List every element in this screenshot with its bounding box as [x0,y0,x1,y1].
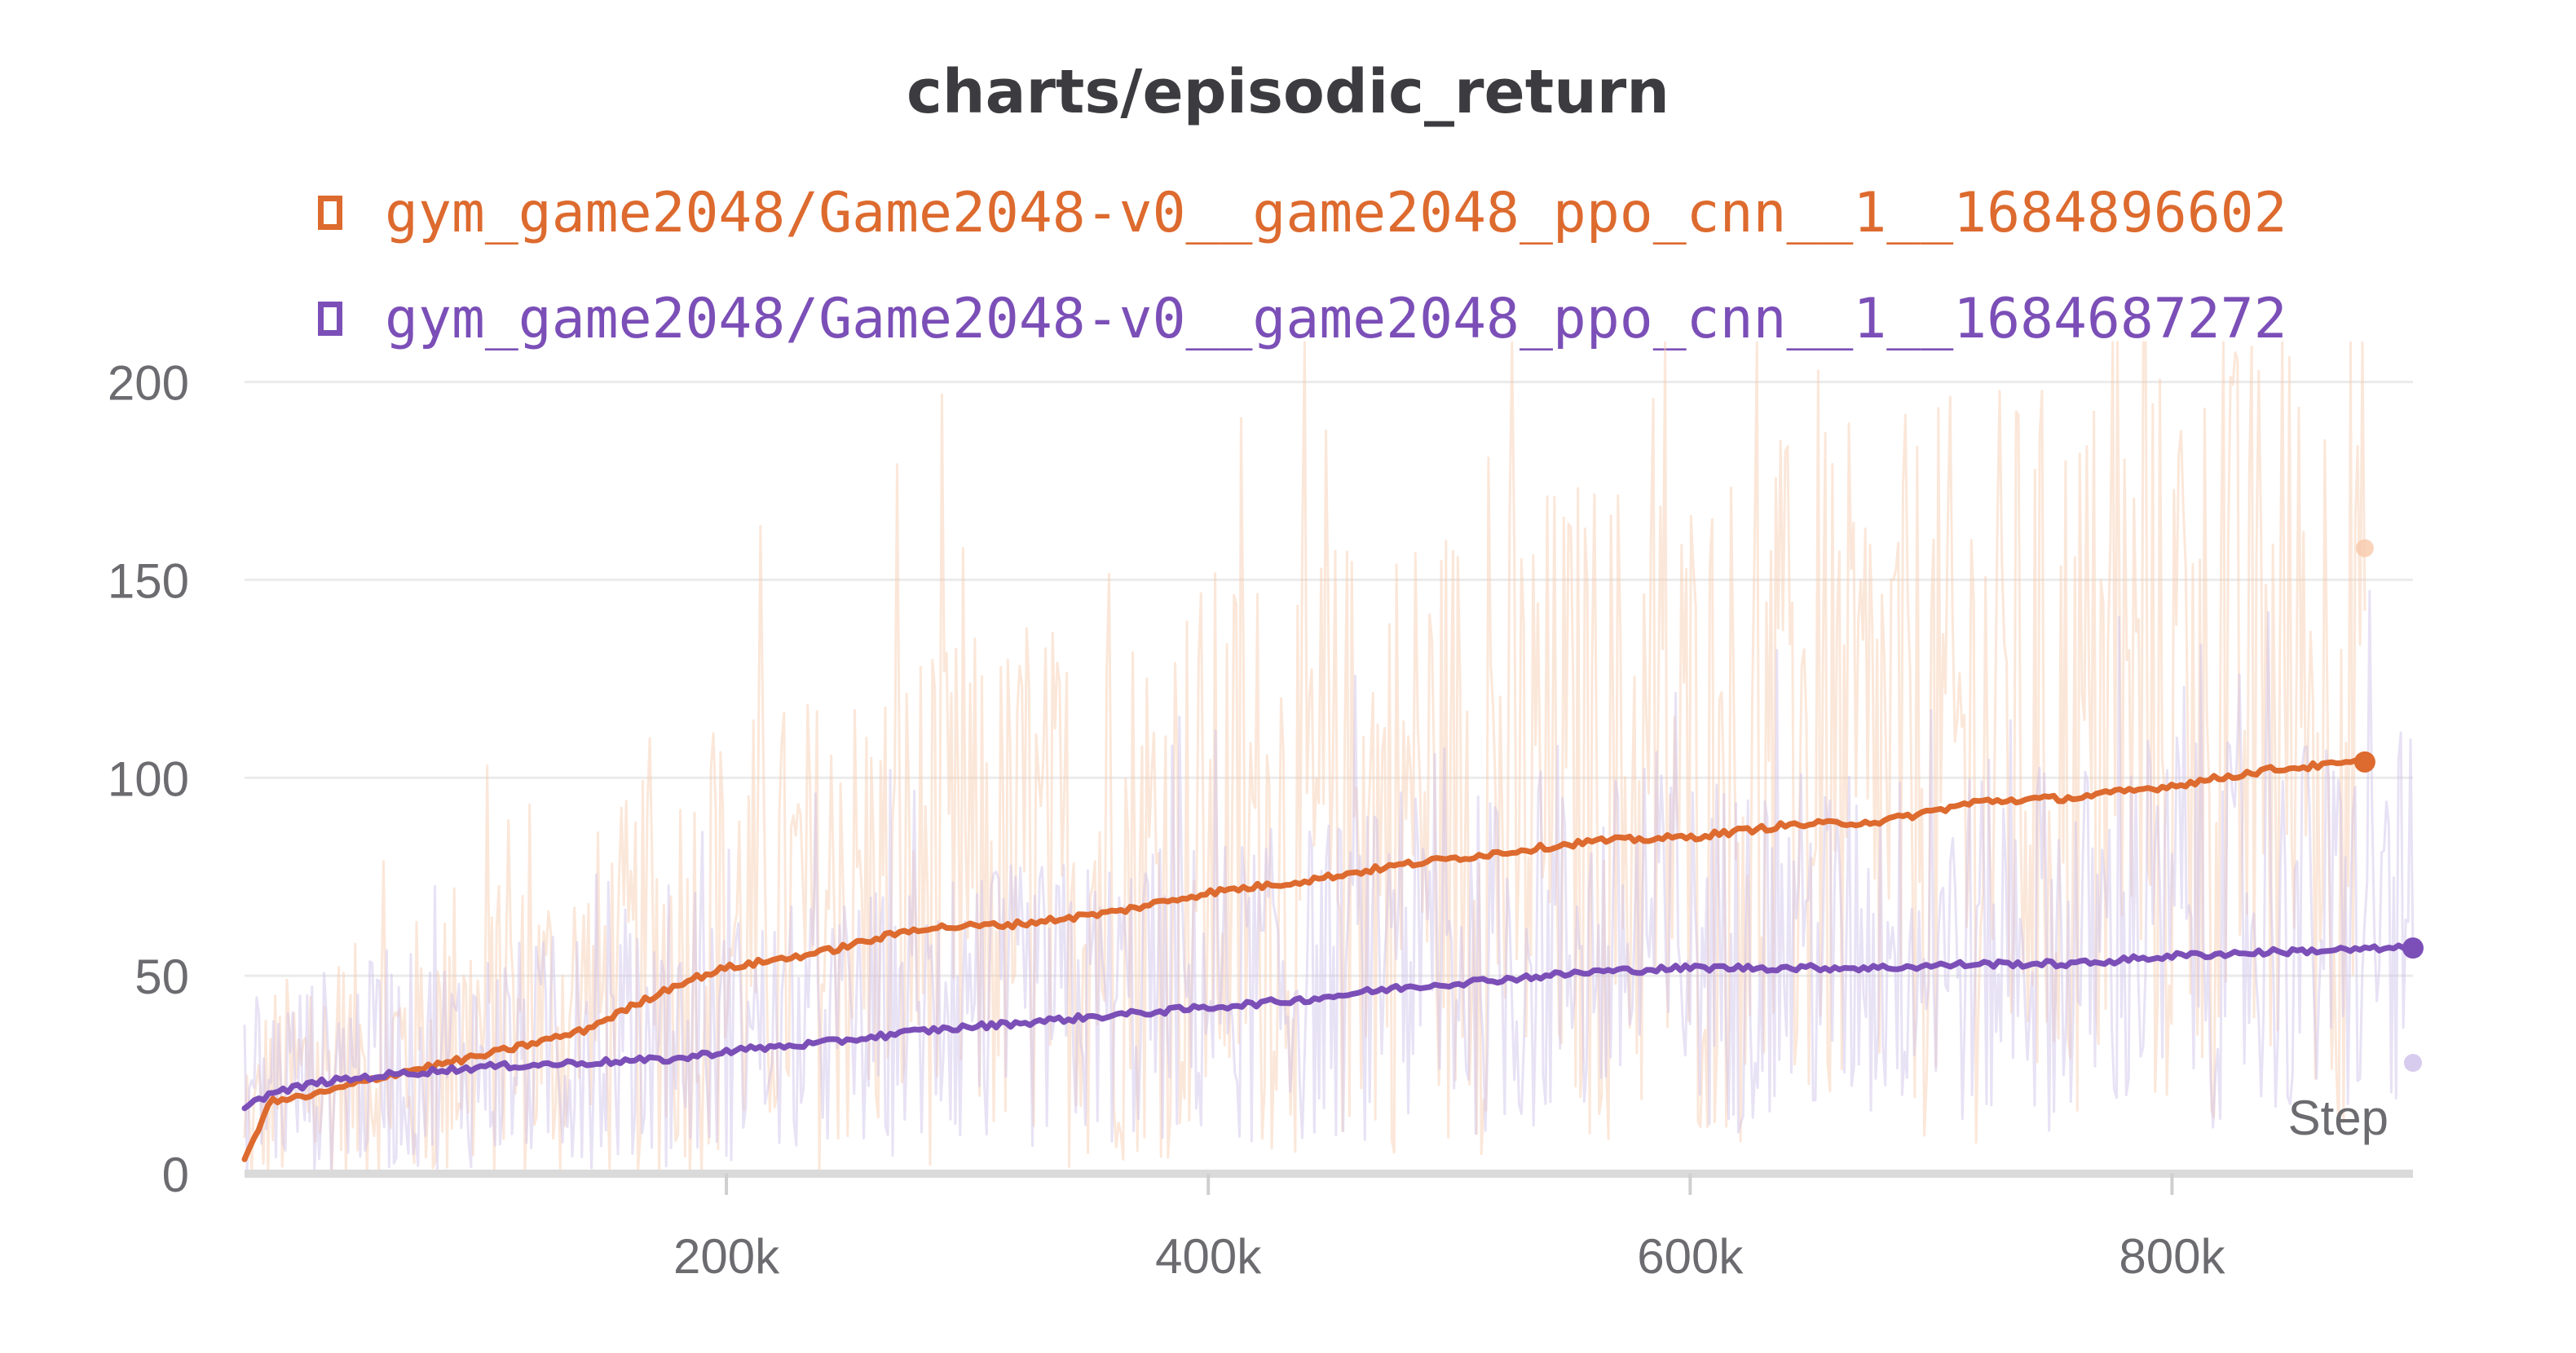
x-tick-label: 600k [1637,1229,1744,1284]
x-tick-label: 200k [673,1229,780,1284]
y-tick-label: 50 [135,950,189,1004]
axis-labels: 0 50 100 150 200 200k 400k 600k 800k Step [108,356,2389,1284]
y-tick-label: 150 [108,553,189,608]
legend-item-run-1684687272[interactable]: gym_game2048/Game2048-v0__game2048_ppo_c… [318,266,2287,372]
legend-label: gym_game2048/Game2048-v0__game2048_ppo_c… [385,286,2287,351]
chart-title: charts/episodic_return [906,57,1670,127]
grid-lines [245,381,2413,977]
y-tick-label: 200 [108,356,189,411]
smoothed-series-layer [241,751,2424,1162]
raw-series-layer [243,341,2422,1175]
legend-label: gym_game2048/Game2048-v0__game2048_ppo_c… [385,180,2287,245]
smoothed-line-series-2 [241,942,2416,1112]
y-tick-label: 100 [108,751,189,806]
x-tick-label: 400k [1155,1229,1262,1284]
raw-last-point-series-2 [2404,1054,2422,1072]
axes [245,1170,2413,1195]
x-tick-label: 800k [2119,1229,2225,1284]
legend-swatch-purple [318,302,342,336]
raw-line-series-1 [243,341,2366,1175]
y-tick-label: 0 [162,1148,189,1202]
smoothed-line-series-1 [241,756,2368,1162]
chart-legend: gym_game2048/Game2048-v0__game2048_ppo_c… [318,160,2287,372]
last-point-series-1 [2353,751,2375,773]
legend-item-run-1684896602[interactable]: gym_game2048/Game2048-v0__game2048_ppo_c… [318,160,2287,266]
last-point-series-2 [2402,937,2424,959]
raw-last-point-series-1 [2355,539,2374,558]
raw-line-series-2 [243,589,2415,1175]
x-axis-label: Step [2288,1091,2389,1145]
legend-swatch-orange [318,196,342,230]
